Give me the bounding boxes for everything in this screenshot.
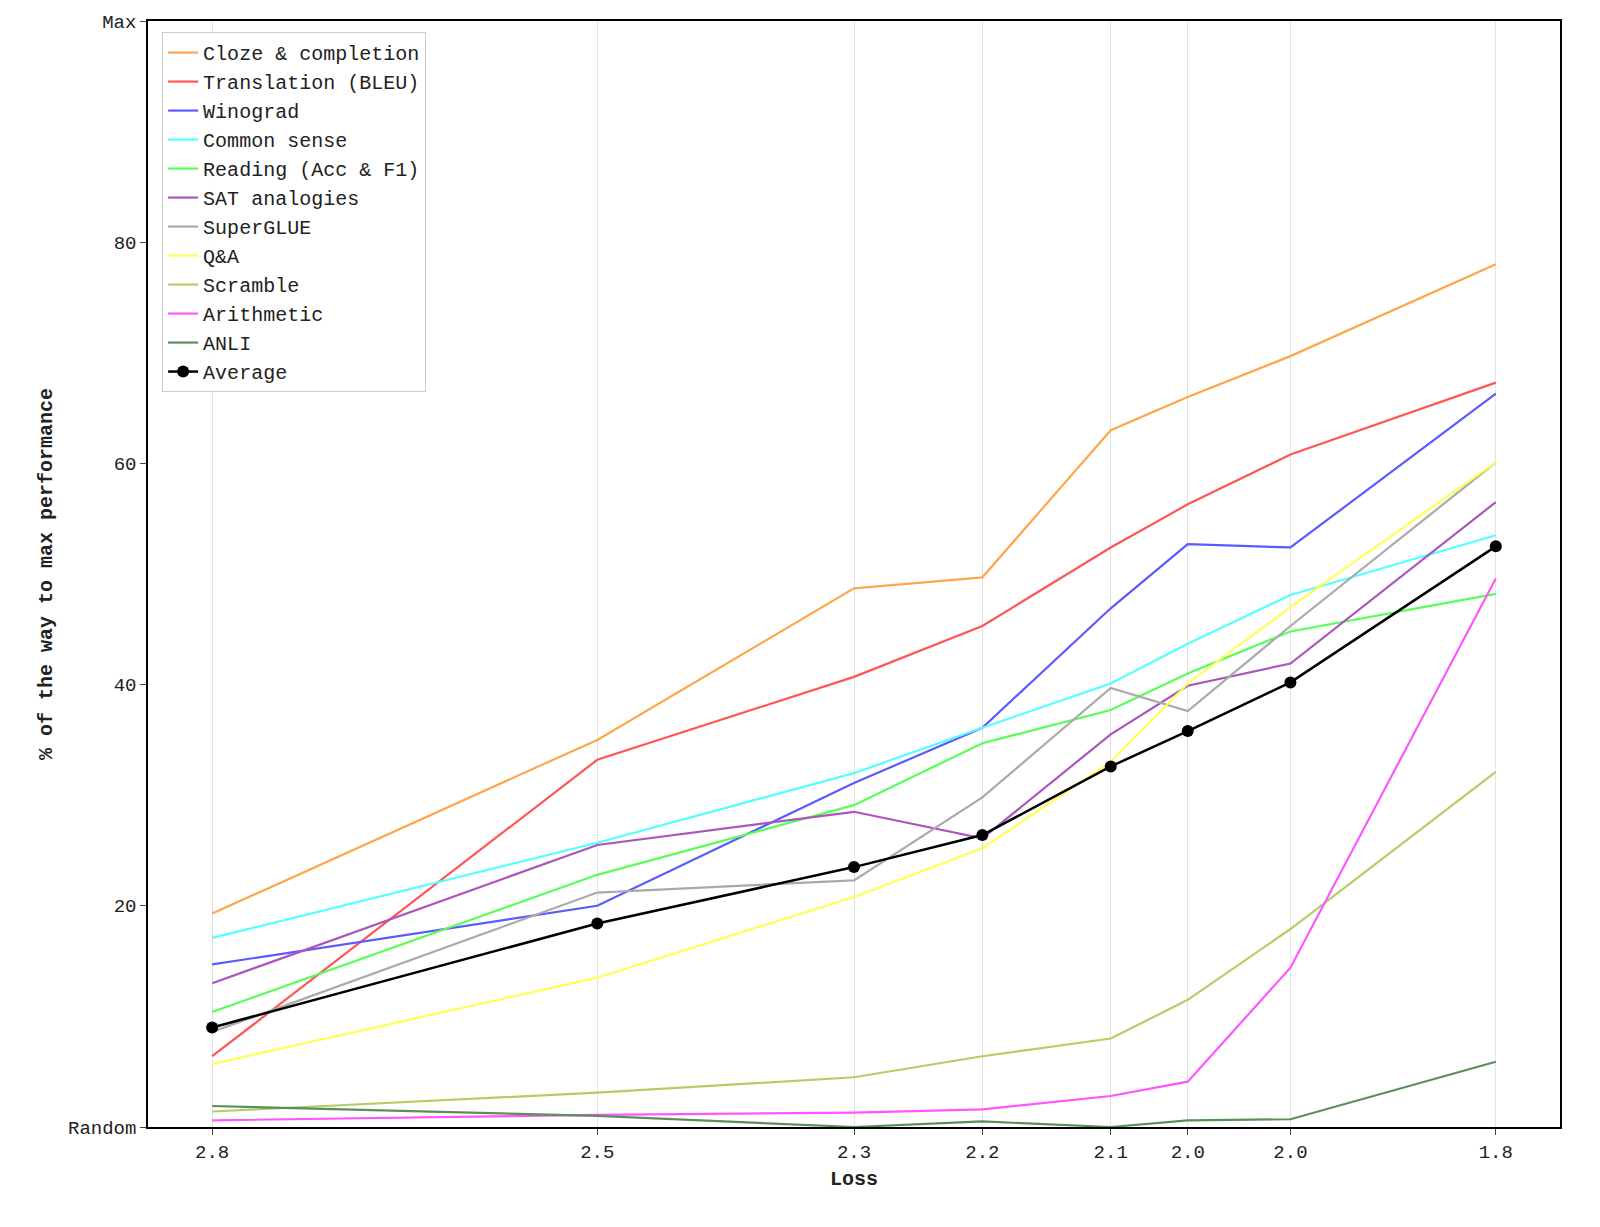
svg-text:2.1: 2.1 bbox=[1094, 1142, 1128, 1164]
svg-text:2.0: 2.0 bbox=[1171, 1142, 1205, 1164]
svg-text:Winograd: Winograd bbox=[203, 101, 299, 124]
svg-text:Loss: Loss bbox=[830, 1168, 878, 1191]
svg-text:SuperGLUE: SuperGLUE bbox=[203, 217, 311, 240]
svg-text:2.0: 2.0 bbox=[1273, 1142, 1307, 1164]
svg-text:Common sense: Common sense bbox=[203, 130, 347, 153]
svg-text:2.5: 2.5 bbox=[580, 1142, 614, 1164]
svg-text:Scramble: Scramble bbox=[203, 275, 299, 298]
svg-text:2.2: 2.2 bbox=[965, 1142, 999, 1164]
svg-text:Random: Random bbox=[68, 1118, 136, 1140]
svg-text:40: 40 bbox=[114, 675, 137, 697]
svg-text:Cloze & completion: Cloze & completion bbox=[203, 43, 419, 66]
svg-text:Max: Max bbox=[102, 12, 136, 34]
svg-text:Translation (BLEU): Translation (BLEU) bbox=[203, 72, 419, 95]
svg-text:Average: Average bbox=[203, 362, 287, 385]
svg-text:Arithmetic: Arithmetic bbox=[203, 304, 323, 327]
svg-text:Q&A: Q&A bbox=[203, 246, 239, 269]
svg-text:% of the way to max performanc: % of the way to max performance bbox=[35, 388, 58, 760]
svg-text:Reading (Acc & F1): Reading (Acc & F1) bbox=[203, 159, 419, 182]
svg-text:20: 20 bbox=[114, 896, 137, 918]
svg-text:SAT analogies: SAT analogies bbox=[203, 188, 359, 211]
svg-text:60: 60 bbox=[114, 454, 137, 476]
svg-text:2.3: 2.3 bbox=[837, 1142, 871, 1164]
svg-text:1.8: 1.8 bbox=[1479, 1142, 1513, 1164]
svg-text:80: 80 bbox=[114, 233, 137, 255]
svg-text:2.8: 2.8 bbox=[195, 1142, 229, 1164]
svg-text:ANLI: ANLI bbox=[203, 333, 251, 356]
